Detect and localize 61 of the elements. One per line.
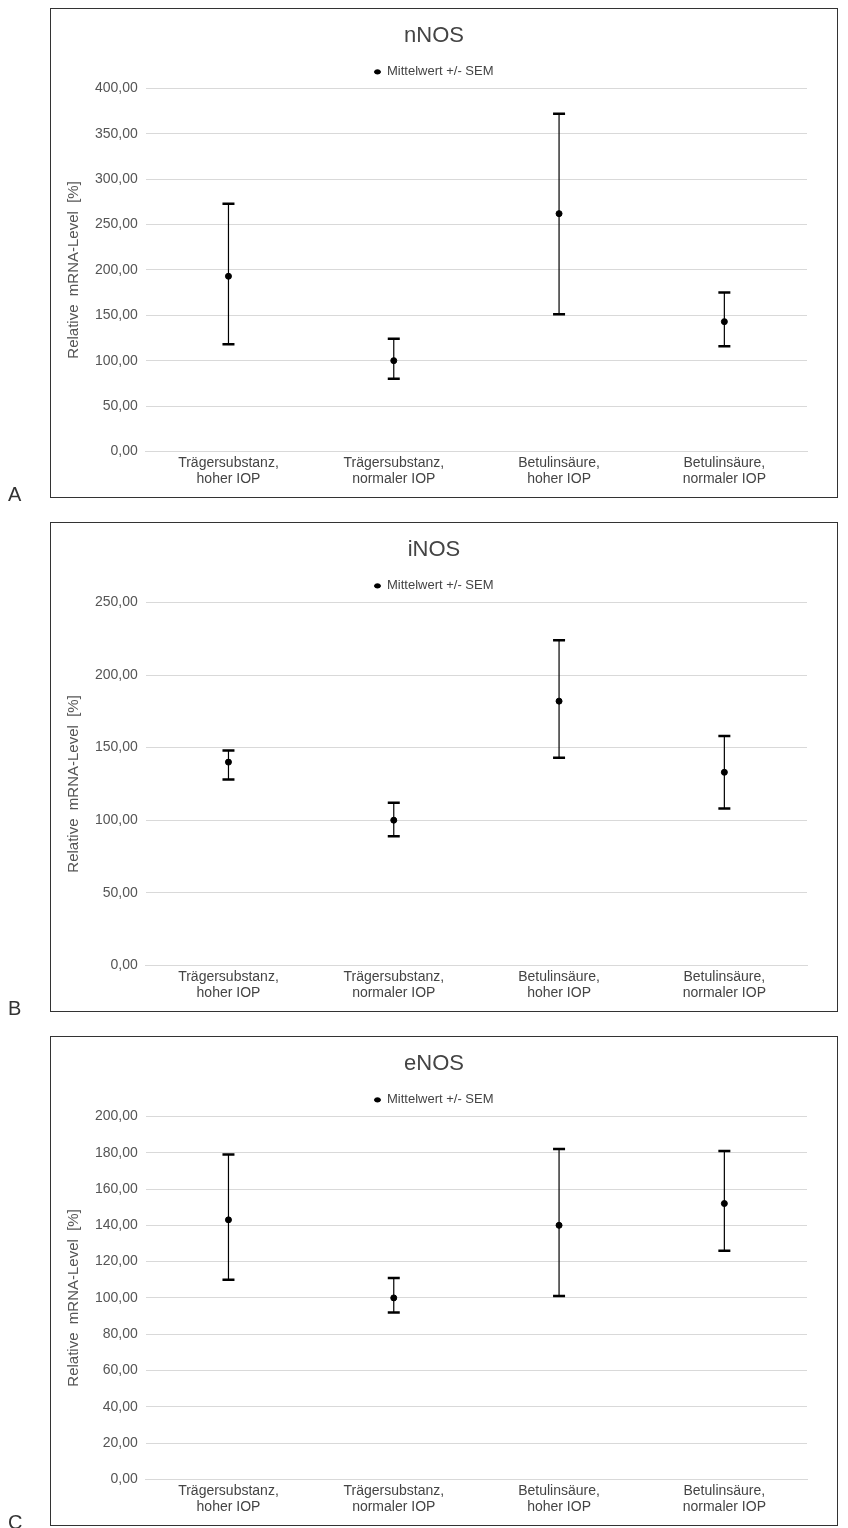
text: B	[8, 997, 22, 1019]
x-tick-label: Betulinsäure, normaler IOP	[682, 453, 766, 487]
x-tick-label: Betulinsäure, hoher IOP	[518, 967, 600, 1001]
y-tick-label: 50,00	[102, 883, 139, 900]
y-tick-label: 300,00	[94, 170, 139, 187]
point	[390, 816, 398, 824]
y-tick-label: 160,00	[94, 1179, 139, 1196]
y-tick-label: 400,00	[94, 79, 139, 96]
chart-title: iNOS	[407, 536, 461, 562]
y-tick-label: 140,00	[94, 1216, 139, 1233]
point	[224, 1216, 232, 1224]
x-tick-label: Betulinsäure, hoher IOP	[518, 1481, 600, 1515]
x-tick-label: Trägersubstanz, normaler IOP	[343, 967, 445, 1001]
y-tick-label: 250,00	[94, 215, 139, 232]
y-tick-label: 150,00	[94, 738, 139, 755]
point	[555, 697, 563, 705]
x-tick-label: Trägersubstanz, normaler IOP	[343, 453, 445, 487]
x-tick-label: Trägersubstanz, hoher IOP	[178, 453, 279, 487]
y-tick-label: 150,00	[94, 306, 139, 323]
point	[720, 318, 728, 326]
x-tick-label: Betulinsäure, normaler IOP	[682, 1481, 766, 1515]
point	[224, 272, 232, 280]
x-tick-label: Trägersubstanz, hoher IOP	[178, 1481, 279, 1515]
x-tick-label: Trägersubstanz, normaler IOP	[343, 1481, 445, 1515]
legend-label: Mittelwert +/- SEM	[386, 1091, 494, 1107]
y-tick-label: 60,00	[102, 1361, 139, 1378]
text: A	[8, 483, 22, 505]
y-tick-label: 0,00	[110, 442, 139, 459]
point	[720, 1200, 728, 1208]
y-tick-label: 100,00	[94, 811, 139, 828]
y-tick-label: 20,00	[102, 1433, 139, 1450]
point	[224, 758, 232, 766]
y-axis-title: Relative mRNA-Level [%]	[64, 181, 82, 359]
x-tick-label: Betulinsäure, hoher IOP	[518, 453, 600, 487]
y-tick-label: 120,00	[94, 1252, 139, 1269]
y-tick-label: 100,00	[94, 1288, 139, 1305]
point	[720, 768, 728, 776]
y-tick-label: 40,00	[102, 1397, 139, 1414]
point	[555, 1221, 563, 1229]
legend-label: Mittelwert +/- SEM	[386, 63, 494, 79]
y-axis-title: Relative mRNA-Level [%]	[64, 695, 82, 873]
x-tick-label: Betulinsäure, normaler IOP	[682, 967, 766, 1001]
chart-title: eNOS	[404, 1050, 464, 1076]
y-tick-label: 200,00	[94, 260, 139, 277]
y-tick-label: 80,00	[102, 1325, 139, 1342]
y-tick-label: 180,00	[94, 1143, 139, 1160]
y-tick-label: 0,00	[110, 956, 139, 973]
y-tick-label: 0,00	[110, 1470, 139, 1487]
x-tick-label: Trägersubstanz, hoher IOP	[178, 967, 279, 1001]
y-tick-label: 350,00	[94, 124, 139, 141]
chart-title: nNOS	[404, 22, 464, 48]
y-tick-label: 250,00	[94, 593, 139, 610]
y-tick-label: 200,00	[94, 1107, 139, 1124]
point	[555, 210, 563, 218]
y-tick-label: 100,00	[94, 351, 139, 368]
point	[390, 1294, 398, 1302]
y-tick-label: 50,00	[102, 396, 139, 413]
point	[390, 357, 398, 365]
y-tick-label: 200,00	[94, 665, 139, 682]
legend-label: Mittelwert +/- SEM	[386, 577, 494, 593]
y-axis-title: Relative mRNA-Level [%]	[64, 1209, 82, 1387]
